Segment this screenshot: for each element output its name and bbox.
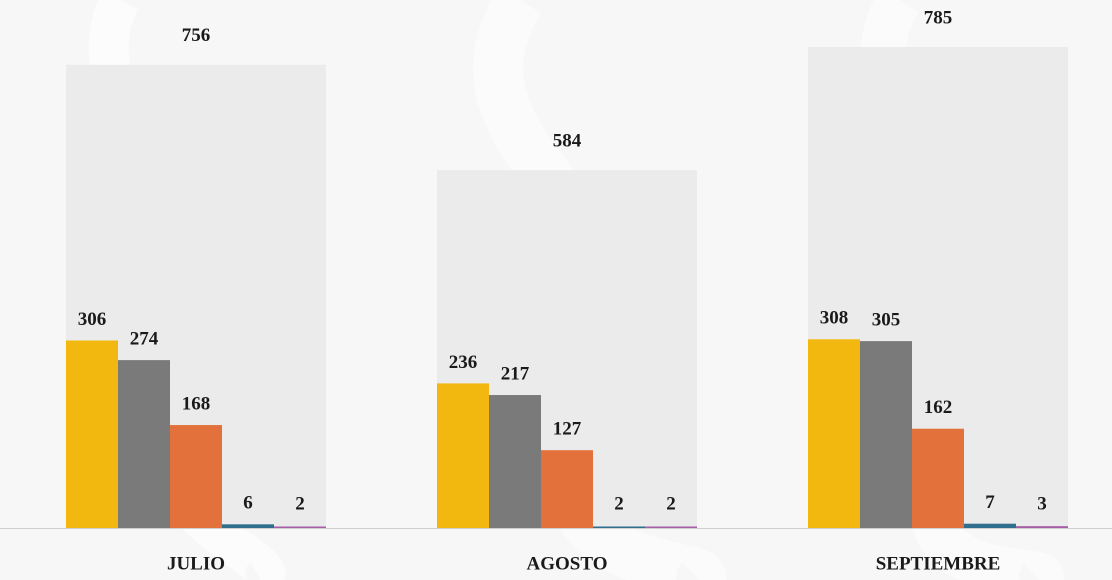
bar bbox=[1016, 526, 1068, 528]
x-tick-label: JULIO bbox=[167, 553, 225, 574]
value-label: 306 bbox=[78, 309, 107, 330]
bar bbox=[860, 341, 912, 528]
bar bbox=[593, 526, 645, 528]
value-label: 162 bbox=[924, 397, 953, 418]
value-label: 2 bbox=[666, 493, 676, 514]
value-label: 168 bbox=[182, 393, 211, 414]
value-label: 305 bbox=[872, 309, 901, 330]
value-label: 236 bbox=[449, 352, 478, 373]
bar bbox=[222, 524, 274, 528]
bar bbox=[645, 526, 697, 528]
bar bbox=[912, 428, 964, 528]
value-label: 3 bbox=[1037, 493, 1047, 514]
value-label: 127 bbox=[553, 419, 582, 440]
bar bbox=[274, 526, 326, 528]
bar bbox=[808, 339, 860, 528]
bar bbox=[964, 523, 1016, 528]
value-label: 308 bbox=[820, 308, 849, 329]
x-tick-label: SEPTIEMBRE bbox=[876, 553, 1001, 574]
value-label: 217 bbox=[501, 363, 530, 384]
total-label: 785 bbox=[924, 7, 953, 28]
value-label: 2 bbox=[295, 493, 305, 514]
bar bbox=[170, 425, 222, 528]
total-label: 756 bbox=[182, 25, 211, 46]
bar bbox=[489, 395, 541, 528]
value-label: 2 bbox=[614, 493, 624, 514]
value-label: 7 bbox=[985, 492, 995, 513]
value-label: 6 bbox=[243, 493, 253, 514]
x-tick-label: AGOSTO bbox=[527, 553, 608, 574]
bar bbox=[118, 360, 170, 528]
value-label: 274 bbox=[130, 328, 159, 349]
bar bbox=[541, 450, 593, 528]
bar bbox=[437, 383, 489, 528]
total-label: 584 bbox=[553, 131, 582, 152]
bar bbox=[66, 340, 118, 528]
